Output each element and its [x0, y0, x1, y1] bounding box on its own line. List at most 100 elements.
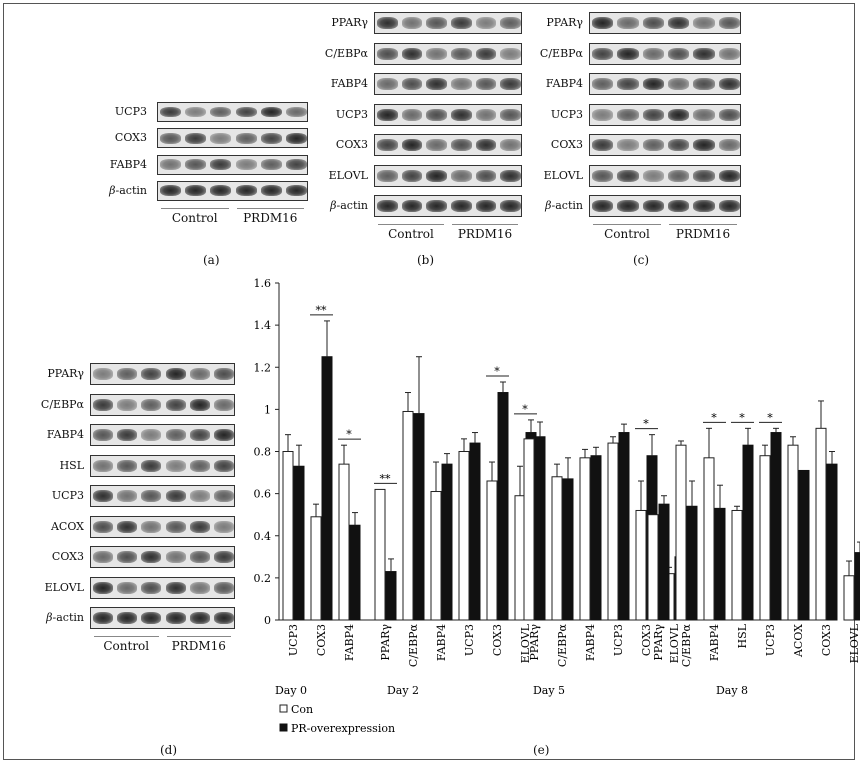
blot-band	[592, 47, 614, 60]
blot-band	[401, 200, 423, 212]
protein-blot	[90, 546, 235, 568]
blot-band	[475, 47, 497, 60]
y-tick-label: 1	[264, 403, 271, 416]
blot-band	[592, 139, 614, 151]
blot-band	[213, 551, 234, 563]
x-tick-label: ELOVL	[668, 623, 681, 663]
blot-band	[718, 17, 740, 29]
significance-mark: *	[643, 418, 649, 431]
x-tick-label: COX3	[640, 624, 653, 656]
blot-band	[451, 200, 472, 212]
blot-band	[117, 490, 138, 502]
blot-band	[668, 200, 690, 212]
blot-band	[210, 106, 232, 118]
blot-band	[117, 459, 138, 472]
blot-band	[693, 108, 715, 121]
y-tick-label: 0	[264, 614, 271, 627]
bar-pr	[590, 455, 602, 621]
group-bracket	[236, 207, 304, 209]
blot-band	[401, 169, 423, 182]
day-label: Day 8	[716, 684, 748, 697]
blot-band	[117, 520, 138, 533]
blot-band	[426, 200, 447, 212]
group-bracket	[94, 636, 159, 637]
bar-con	[458, 451, 470, 621]
blot-band	[213, 459, 234, 472]
protein-blot	[157, 102, 308, 122]
bar-con	[635, 509, 647, 621]
blot-band	[693, 139, 715, 151]
x-tick-label: UCP3	[612, 624, 625, 656]
protein-blot	[589, 134, 741, 156]
blot-band	[592, 200, 614, 212]
beta-symbol: β-	[109, 183, 120, 197]
protein-blot	[374, 73, 522, 95]
beta-actin-label: β-actin	[4, 612, 84, 623]
blot-band	[401, 47, 423, 60]
blot-band	[500, 169, 521, 182]
protein-label: UCP3	[114, 105, 147, 118]
blot-band	[93, 490, 114, 502]
blot-band	[668, 17, 690, 29]
blot-band	[617, 17, 639, 29]
group-label-prdm16: PRDM16	[457, 227, 513, 241]
blot-band	[377, 47, 398, 60]
bar-con	[843, 575, 855, 621]
protein-blot	[374, 103, 522, 126]
beta-actin-label: β-actin	[288, 200, 368, 211]
blot-band	[426, 169, 447, 182]
x-tick-label: ACOX	[792, 624, 805, 658]
blot-band	[235, 132, 257, 144]
group-label-prdm16: PRDM16	[243, 210, 298, 225]
protein-blot	[589, 73, 741, 95]
blot-band	[500, 139, 521, 151]
protein-label: FABP4	[109, 157, 147, 171]
blot-band	[642, 169, 664, 182]
bar-pr	[441, 463, 453, 621]
blot-band	[260, 132, 282, 144]
blot-band	[451, 47, 472, 60]
protein-blot	[90, 424, 235, 446]
group-label-prdm16: PRDM16	[675, 227, 731, 241]
blot-band	[668, 108, 690, 121]
protein-label: FABP4	[330, 77, 368, 90]
protein-blot	[589, 164, 741, 187]
group-bracket	[161, 207, 229, 209]
protein-label: UCP3	[335, 107, 368, 121]
blot-band	[475, 139, 497, 151]
blot-band	[377, 200, 398, 212]
blot-band	[668, 169, 690, 182]
blot-band	[189, 520, 210, 533]
blot-band	[642, 17, 664, 29]
blot-band	[165, 551, 186, 563]
protein-label: PPARγ	[47, 367, 84, 380]
blot-band	[189, 459, 210, 472]
blot-band	[185, 185, 207, 197]
blot-band	[475, 78, 497, 90]
significance-mark: **	[316, 304, 328, 317]
significance-mark: *	[346, 428, 352, 441]
blot-band	[213, 368, 234, 380]
blot-band	[141, 490, 162, 502]
y-tick-label: 1.4	[254, 319, 272, 332]
blot-band	[165, 398, 186, 411]
beta-symbol: β-	[330, 199, 341, 212]
bar-con	[402, 410, 414, 621]
blot-band	[235, 185, 257, 197]
protein-blot	[374, 12, 522, 34]
blot-band	[377, 108, 398, 121]
blot-band	[141, 612, 162, 624]
blot-band	[451, 169, 472, 182]
blot-band	[260, 159, 282, 170]
protein-blot	[90, 393, 235, 416]
blot-band	[718, 108, 740, 121]
legend-label-con: Con	[291, 703, 313, 716]
blot-band	[377, 17, 398, 29]
blot-band	[500, 17, 521, 29]
blot-band	[117, 398, 138, 411]
protein-label: C/EBPα	[324, 46, 368, 60]
x-tick-label: C/EBPα	[556, 623, 569, 667]
x-tick-label: ELOVL	[519, 623, 532, 663]
x-tick-label: UCP3	[463, 624, 476, 656]
blot-band	[401, 17, 423, 29]
